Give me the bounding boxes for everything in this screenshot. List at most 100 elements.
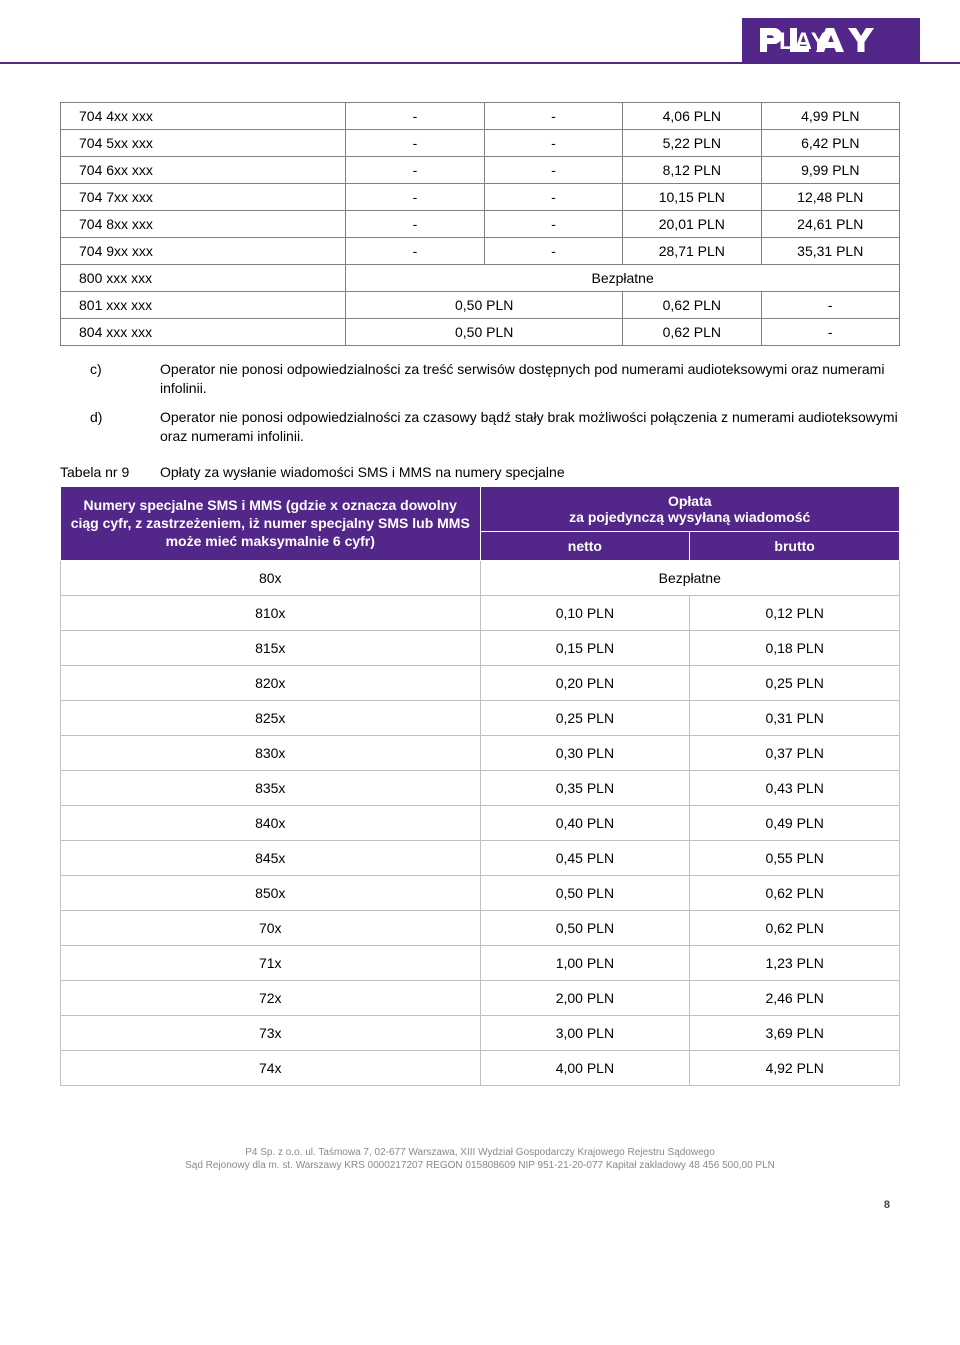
cell: 4,00 PLN xyxy=(480,1050,690,1085)
table-row: 810x0,10 PLN0,12 PLN xyxy=(61,595,900,630)
cell: 704 4xx xxx xyxy=(61,103,346,130)
footer-line-1: P4 Sp. z o.o. ul. Taśmowa 7, 02-677 Wars… xyxy=(60,1146,900,1160)
table-row: 801 xxx xxx 0,50 PLN 0,62 PLN - xyxy=(61,292,900,319)
cell: Bezpłatne xyxy=(480,560,900,595)
cell: - xyxy=(346,211,484,238)
table-row: 704 7xx xxx - - 10,15 PLN 12,48 PLN xyxy=(61,184,900,211)
cell: 0,25 PLN xyxy=(480,700,690,735)
cell: 0,62 PLN xyxy=(623,319,761,346)
table-row: 845x0,45 PLN0,55 PLN xyxy=(61,840,900,875)
header-rule xyxy=(0,62,960,64)
caption-label: Tabela nr 9 xyxy=(60,464,160,480)
table-caption: Tabela nr 9 Opłaty za wysłanie wiadomośc… xyxy=(60,464,900,480)
cell: 1,23 PLN xyxy=(690,945,900,980)
cell: - xyxy=(346,130,484,157)
cell: - xyxy=(346,184,484,211)
cell: 10,15 PLN xyxy=(623,184,761,211)
cell: 4,06 PLN xyxy=(623,103,761,130)
table-row: 704 8xx xxx - - 20,01 PLN 24,61 PLN xyxy=(61,211,900,238)
table-row: 80x Bezpłatne xyxy=(61,560,900,595)
cell: 0,40 PLN xyxy=(480,805,690,840)
cell: 2,46 PLN xyxy=(690,980,900,1015)
cell: - xyxy=(761,292,899,319)
cell: 3,69 PLN xyxy=(690,1015,900,1050)
cell: 0,62 PLN xyxy=(623,292,761,319)
table-row: 840x0,40 PLN0,49 PLN xyxy=(61,805,900,840)
table-row: 71x1,00 PLN1,23 PLN xyxy=(61,945,900,980)
table-row: 804 xxx xxx 0,50 PLN 0,62 PLN - xyxy=(61,319,900,346)
cell: 74x xyxy=(61,1050,481,1085)
cell: - xyxy=(484,211,622,238)
cell: 28,71 PLN xyxy=(623,238,761,265)
cell: 0,37 PLN xyxy=(690,735,900,770)
cell: 4,92 PLN xyxy=(690,1050,900,1085)
cell: 0,49 PLN xyxy=(690,805,900,840)
cell: 12,48 PLN xyxy=(761,184,899,211)
cell: 820x xyxy=(61,665,481,700)
cell: - xyxy=(484,103,622,130)
cell: 0,45 PLN xyxy=(480,840,690,875)
cell: 6,42 PLN xyxy=(761,130,899,157)
cell: 704 5xx xxx xyxy=(61,130,346,157)
table-row: 72x2,00 PLN2,46 PLN xyxy=(61,980,900,1015)
cell: 835x xyxy=(61,770,481,805)
cell: 825x xyxy=(61,700,481,735)
play-logo: PLAY xyxy=(742,18,920,62)
cell: 0,18 PLN xyxy=(690,630,900,665)
cell: 0,30 PLN xyxy=(480,735,690,770)
cell: - xyxy=(346,238,484,265)
cell: 704 6xx xxx xyxy=(61,157,346,184)
cell: 70x xyxy=(61,910,481,945)
cell: 8,12 PLN xyxy=(623,157,761,184)
cell: 0,62 PLN xyxy=(690,910,900,945)
cell: 830x xyxy=(61,735,481,770)
cell: 0,50 PLN xyxy=(480,910,690,945)
note-label: c) xyxy=(60,360,160,398)
table-row: 830x0,30 PLN0,37 PLN xyxy=(61,735,900,770)
pricing-table-2: Numery specjalne SMS i MMS (gdzie x ozna… xyxy=(60,486,900,1086)
table-row: 704 9xx xxx - - 28,71 PLN 35,31 PLN xyxy=(61,238,900,265)
cell: 840x xyxy=(61,805,481,840)
cell: 9,99 PLN xyxy=(761,157,899,184)
footer-line-2: Sąd Rejonowy dla m. st. Warszawy KRS 000… xyxy=(60,1159,900,1173)
cell: 3,00 PLN xyxy=(480,1015,690,1050)
header-main: Numery specjalne SMS i MMS (gdzie x ozna… xyxy=(61,486,481,560)
cell: 2,00 PLN xyxy=(480,980,690,1015)
cell: 0,50 PLN xyxy=(346,319,623,346)
cell: - xyxy=(484,130,622,157)
cell: 704 9xx xxx xyxy=(61,238,346,265)
cell: 0,50 PLN xyxy=(480,875,690,910)
table-row: 825x0,25 PLN0,31 PLN xyxy=(61,700,900,735)
cell: 704 7xx xxx xyxy=(61,184,346,211)
cell: - xyxy=(484,238,622,265)
cell: - xyxy=(346,103,484,130)
table-row: 704 5xx xxx - - 5,22 PLN 6,42 PLN xyxy=(61,130,900,157)
cell: Bezpłatne xyxy=(346,265,900,292)
table-row: 74x4,00 PLN4,92 PLN xyxy=(61,1050,900,1085)
cell: 0,55 PLN xyxy=(690,840,900,875)
table-row: 704 6xx xxx - - 8,12 PLN 9,99 PLN xyxy=(61,157,900,184)
header-netto: netto xyxy=(480,531,690,560)
cell: 0,15 PLN xyxy=(480,630,690,665)
cell: 73x xyxy=(61,1015,481,1050)
cell: 0,50 PLN xyxy=(346,292,623,319)
cell: 845x xyxy=(61,840,481,875)
cell: - xyxy=(761,319,899,346)
cell: 704 8xx xxx xyxy=(61,211,346,238)
note-d: d) Operator nie ponosi odpowiedzialności… xyxy=(60,408,900,446)
cell: 0,31 PLN xyxy=(690,700,900,735)
cell: - xyxy=(484,184,622,211)
table-row: 850x0,50 PLN0,62 PLN xyxy=(61,875,900,910)
cell: 1,00 PLN xyxy=(480,945,690,980)
header-brutto: brutto xyxy=(690,531,900,560)
cell: 0,62 PLN xyxy=(690,875,900,910)
cell: 71x xyxy=(61,945,481,980)
cell: 0,10 PLN xyxy=(480,595,690,630)
cell: 4,99 PLN xyxy=(761,103,899,130)
table-row: 815x0,15 PLN0,18 PLN xyxy=(61,630,900,665)
cell: 0,25 PLN xyxy=(690,665,900,700)
footer: P4 Sp. z o.o. ul. Taśmowa 7, 02-677 Wars… xyxy=(60,1146,900,1173)
table-header-row: Numery specjalne SMS i MMS (gdzie x ozna… xyxy=(61,486,900,531)
pricing-table-1: 704 4xx xxx - - 4,06 PLN 4,99 PLN 704 5x… xyxy=(60,102,900,346)
cell: 35,31 PLN xyxy=(761,238,899,265)
